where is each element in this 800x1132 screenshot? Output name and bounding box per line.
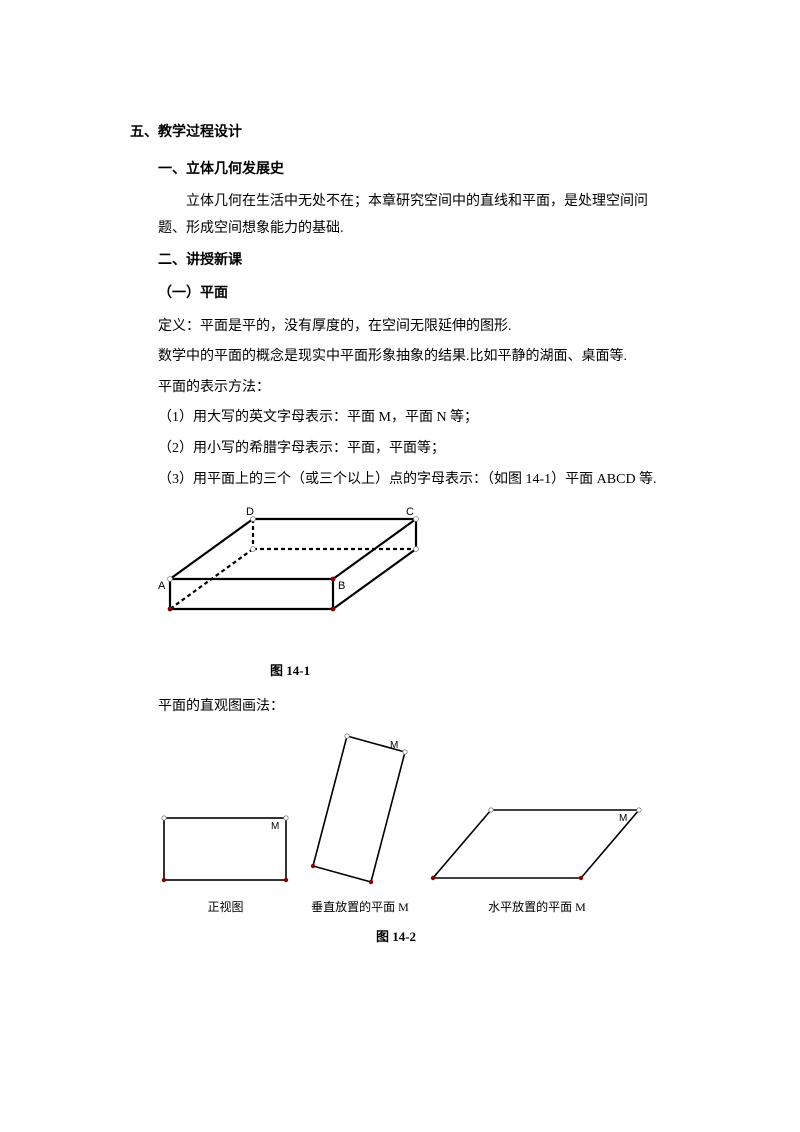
figure-14-2-horizontal-label: 水平放置的平面 M [488,896,586,919]
label-D: D [246,506,254,518]
page-root: 五、教学过程设计 一、立体几何发展史 立体几何在生活中无处不在；本章研究空间中的… [0,0,800,1030]
label-M-front: M [271,821,279,832]
heading-section-5: 五、教学过程设计 [130,120,670,147]
paragraph-history: 立体几何在生活中无处不在；本章研究空间中的直线和平面，是处理空间问题、形成空间想… [130,189,670,242]
figure-14-1: D C B A [158,501,458,651]
paragraph-methods-title: 平面的表示方法： [130,375,670,402]
paragraph-explain: 数学中的平面的概念是现实中平面形象抽象的结果.比如平静的湖面、桌面等. [130,344,670,371]
method-item-2: （2）用小写的希腊字母表示：平面，平面等； [130,436,670,463]
label-M-vertical: M [390,740,398,751]
heading-sub-2: 二、讲授新课 [130,248,670,275]
figure-14-2-horizontal: M 水平放置的平面 M [427,800,647,919]
figure-14-2-vertical-label: 垂直放置的平面 M [311,896,409,919]
heading-part-1: （一）平面 [130,281,670,308]
figure-14-2-vertical: M 垂直放置的平面 M [305,730,415,919]
heading-sub-1: 一、立体几何发展史 [130,157,670,184]
figure-14-2: M 正视图 M 垂直放置的平面 M M [130,730,670,919]
label-C: C [406,506,414,518]
label-M-horizontal: M [619,813,627,824]
paragraph-intuitive-title: 平面的直观图画法： [130,694,670,721]
figure-14-2-front: M 正视图 [158,810,293,919]
paragraph-definition: 定义：平面是平的，没有厚度的，在空间无限延伸的图形. [130,314,670,341]
method-item-1: （1）用大写的英文字母表示：平面 M，平面 N 等； [130,405,670,432]
method-item-3: （3）用平面上的三个（或三个以上）点的字母表示：（如图 14-1）平面 ABCD… [130,467,670,494]
figure-14-2-front-label: 正视图 [207,896,243,919]
label-A: A [158,580,166,592]
label-B: B [338,580,345,592]
figure-14-1-caption: 图 14-1 [130,659,670,684]
figure-14-2-caption: 图 14-2 [130,925,636,950]
